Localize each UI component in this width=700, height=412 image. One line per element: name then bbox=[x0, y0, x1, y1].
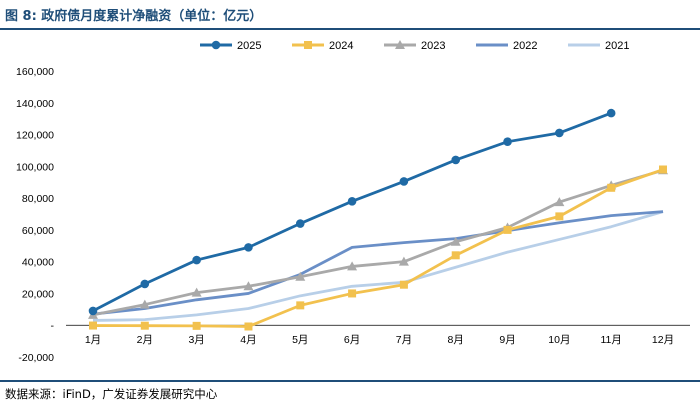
data-point-2024 bbox=[244, 322, 253, 331]
data-point-2024 bbox=[659, 165, 667, 174]
x-tick-label: 12月 bbox=[652, 334, 674, 346]
data-point-2025 bbox=[244, 243, 253, 252]
axes: -20,000-20,00040,00060,00080,000100,0001… bbox=[16, 66, 690, 364]
x-tick-label: 8月 bbox=[448, 334, 464, 346]
y-tick-label: 60,000 bbox=[22, 225, 54, 237]
legend-label-2025: 2025 bbox=[237, 40, 261, 52]
y-tick-label: 160,000 bbox=[16, 66, 54, 78]
data-point-2025 bbox=[140, 279, 150, 289]
legend: 2025 2024 2023 2022 2021 bbox=[200, 40, 629, 52]
x-tick-label: 7月 bbox=[396, 334, 412, 346]
data-point-2023 bbox=[398, 256, 409, 266]
legend-marker-2023 bbox=[395, 40, 405, 49]
data-point-2024 bbox=[192, 321, 201, 330]
y-tick-label: -20,000 bbox=[18, 352, 54, 364]
source-divider bbox=[0, 380, 700, 382]
series-line-2021 bbox=[92, 210, 664, 322]
x-tick-label: 9月 bbox=[499, 334, 515, 346]
data-point-2025 bbox=[503, 137, 512, 147]
legend-label-2021: 2021 bbox=[605, 40, 629, 52]
x-tick-label: 6月 bbox=[344, 334, 360, 346]
data-point-2024 bbox=[89, 321, 97, 330]
y-tick-label: 100,000 bbox=[16, 161, 54, 173]
x-tick-label: 5月 bbox=[292, 334, 308, 346]
data-point-2024 bbox=[451, 251, 460, 260]
legend-marker-2025 bbox=[211, 40, 221, 50]
data-point-2024 bbox=[140, 321, 149, 330]
data-point-2023 bbox=[450, 236, 461, 246]
series-2025 bbox=[88, 108, 616, 316]
x-tick-label: 1月 bbox=[85, 334, 101, 346]
series-2021 bbox=[92, 210, 664, 322]
data-point-2023 bbox=[139, 299, 150, 309]
data-point-2024 bbox=[399, 280, 408, 289]
x-tick-label: 11月 bbox=[600, 334, 621, 346]
data-point-2023 bbox=[243, 281, 254, 291]
source-note: 数据来源：iFinD，广发证券发展研究中心 bbox=[5, 387, 218, 401]
data-point-2024 bbox=[555, 212, 564, 221]
data-point-2024 bbox=[503, 225, 512, 234]
data-point-2025 bbox=[555, 128, 564, 138]
y-tick-label: - bbox=[51, 320, 55, 332]
series-line-2024 bbox=[92, 168, 664, 328]
y-tick-label: 40,000 bbox=[22, 257, 54, 269]
legend-marker-2024 bbox=[304, 41, 312, 49]
legend-label-2024: 2024 bbox=[329, 40, 353, 52]
data-point-2024 bbox=[296, 301, 305, 310]
series-group bbox=[88, 108, 668, 331]
series-line-2025 bbox=[92, 111, 612, 313]
series-line-2022 bbox=[92, 210, 664, 316]
x-tick-label: 2月 bbox=[137, 334, 153, 346]
figure-title: 图 8: 政府债月度累计净融资（单位：亿元） bbox=[5, 9, 263, 24]
data-point-2025 bbox=[347, 196, 357, 206]
data-point-2025 bbox=[606, 108, 616, 118]
series-2022 bbox=[92, 210, 664, 316]
y-tick-label: 80,000 bbox=[22, 193, 54, 205]
x-tick-label: 10月 bbox=[548, 334, 570, 346]
data-point-2025 bbox=[88, 306, 98, 316]
y-tick-label: 120,000 bbox=[16, 130, 54, 142]
line-chart: 2025 2024 2023 2022 2021 -20,000-20,00040,00… bbox=[16, 40, 690, 364]
legend-label-2023: 2023 bbox=[421, 40, 445, 52]
data-point-2023 bbox=[295, 271, 306, 281]
series-2023 bbox=[88, 165, 668, 319]
data-point-2025 bbox=[451, 155, 461, 165]
y-tick-label: 20,000 bbox=[22, 288, 54, 300]
title-bar: 图 8: 政府债月度累计净融资（单位：亿元） bbox=[0, 0, 700, 30]
x-tick-label: 4月 bbox=[240, 334, 256, 346]
series-2024 bbox=[89, 165, 667, 331]
data-point-2023 bbox=[191, 287, 202, 297]
data-point-2024 bbox=[348, 289, 357, 298]
data-point-2025 bbox=[295, 219, 305, 228]
y-tick-label: 140,000 bbox=[16, 98, 54, 110]
x-tick-label: 3月 bbox=[188, 334, 204, 346]
series-line-2023 bbox=[92, 168, 664, 317]
data-point-2023 bbox=[347, 261, 358, 271]
data-point-2024 bbox=[607, 183, 616, 192]
data-point-2023 bbox=[554, 197, 565, 207]
legend-label-2022: 2022 bbox=[513, 40, 537, 52]
data-point-2025 bbox=[399, 177, 409, 186]
data-point-2025 bbox=[192, 255, 201, 265]
